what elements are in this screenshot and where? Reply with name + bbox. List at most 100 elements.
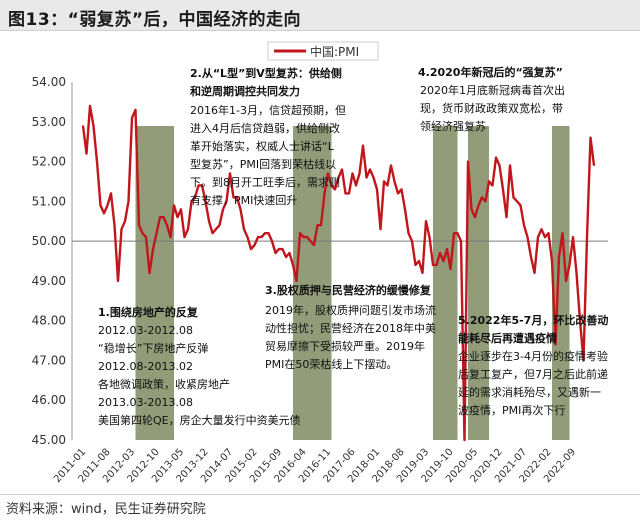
pmi-data-point [187,228,189,230]
pmi-data-point [442,260,445,262]
pmi-data-point [92,125,95,127]
pmi-data-point [89,105,91,107]
pmi-data-point [85,153,88,155]
pmi-data-point [334,188,336,190]
pmi-data-point [260,236,263,238]
pmi-data-point [306,236,308,238]
pmi-data-point [463,439,466,441]
pmi-data-point [414,264,417,266]
pmi-data-point [267,232,270,234]
pmi-data-point [460,240,462,242]
pmi-data-point [453,232,455,234]
annotation-line: 动性担忧；民营经济在2018年中美 [265,321,436,335]
pmi-data-point [173,204,175,206]
annotation-line: 型复苏”，PMI回落到荣枯线以 [190,157,336,171]
pmi-data-point [488,180,490,183]
pmi-data-point [484,200,487,202]
pmi-data-point [369,168,371,171]
pmi-data-point [257,236,259,238]
pmi-data-point [523,224,525,226]
pmi-data-point [131,117,133,119]
pmi-data-point [292,264,294,266]
pmi-data-point [449,268,452,270]
pmi-data-point [400,188,403,190]
pmi-data-point [232,196,235,198]
annotation-line: 革开始落实，权威人士讲话“L [190,139,335,153]
pmi-data-point [554,343,557,346]
annotation-line: 1.围绕房地产的反复 [98,305,199,319]
annotation-line: 5.2022年5-7月，环比改善动 [458,313,608,327]
annotation-line: 美国第四轮QE，房企大量发行中资美元债 [98,413,301,427]
pmi-data-point [320,224,322,226]
title-bar: 图13：“弱复苏”后，中国经济的走向 [0,0,640,31]
pmi-data-point [229,172,231,175]
shaded-band-5 [552,126,570,440]
y-tick-label: 53.00 [32,115,66,129]
pmi-data-point [498,164,501,167]
pmi-data-point [127,200,130,202]
annotation-line: 下。到8月开工旺季后，需求侧 [190,176,340,189]
pmi-data-point [302,236,305,238]
pmi-data-point [540,228,543,230]
pmi-data-point [316,224,319,226]
annotation-line: PMI在50荣枯线上下摆动。 [265,357,397,371]
pmi-data-point [239,208,242,210]
annotation-line: 领经济强复苏 [420,119,486,133]
chart-title: 图13：“弱复苏”后，中国经济的走向 [8,10,302,30]
pmi-data-point [117,280,119,282]
annotation-line: 各地微调政策，收紧房地产 [98,377,230,391]
pmi-data-point [281,248,284,250]
pmi-data-point [439,252,441,254]
pmi-data-point [495,156,497,159]
divider [0,494,640,495]
annotation-line: 3.股权质押与民营经济的缓慢修复 [265,283,432,297]
pmi-data-point [568,264,571,266]
pmi-data-point [166,224,168,226]
pmi-data-point [446,248,448,250]
pmi-data-point [162,216,165,218]
annotation-line: “稳增长”下房地产反弹 [98,341,208,355]
pmi-data-point [344,192,347,194]
pmi-data-point [145,236,147,238]
pmi-data-point [82,125,84,127]
y-tick-label: 50.00 [32,234,66,248]
pmi-data-point [264,232,266,234]
pmi-data-point [197,184,200,187]
pmi-data-point [505,216,508,218]
annotation-line: 能耗尽后再遭遇疫情 [458,331,557,345]
y-tick-label: 54.00 [32,75,66,89]
pmi-data-point [397,192,399,194]
pmi-data-point [243,228,245,230]
pmi-data-point [271,240,273,242]
pmi-data-point [386,184,389,187]
pmi-data-point [341,168,343,171]
pmi-data-point [421,272,424,274]
y-tick-label: 49.00 [32,274,66,288]
pmi-data-point [337,176,340,179]
pmi-data-point [190,200,193,202]
annotation-line: 延的需求消耗殆尽，又遇新一 [458,385,601,399]
pmi-data-point [551,260,553,262]
annotation-line: 有支撑，PMI快速回升 [190,193,297,207]
pmi-data-point [155,232,158,234]
pmi-data-point [201,184,203,187]
pmi-data-point [236,196,238,198]
pmi-data-point [103,212,105,214]
pmi-data-point [411,240,413,242]
pmi-data-point [435,264,438,266]
pmi-data-point [376,188,378,190]
pmi-data-point [274,252,277,254]
pmi-data-point [278,248,280,250]
annotation-line: 和逆周期调控共同发力 [190,84,300,98]
pmi-data-point [561,232,564,234]
y-tick-label: 51.00 [32,194,66,208]
pmi-data-point [589,137,592,139]
pmi-data-point [474,216,476,218]
pmi-data-point [215,228,217,230]
legend-label: 中国:PMI [310,44,359,59]
annotation-line: 4.2020年新冠后的“强复苏” [418,65,563,79]
pmi-data-point [110,192,112,194]
pmi-data-point [323,192,326,194]
pmi-data-point [106,204,109,206]
pmi-data-point [383,180,385,183]
